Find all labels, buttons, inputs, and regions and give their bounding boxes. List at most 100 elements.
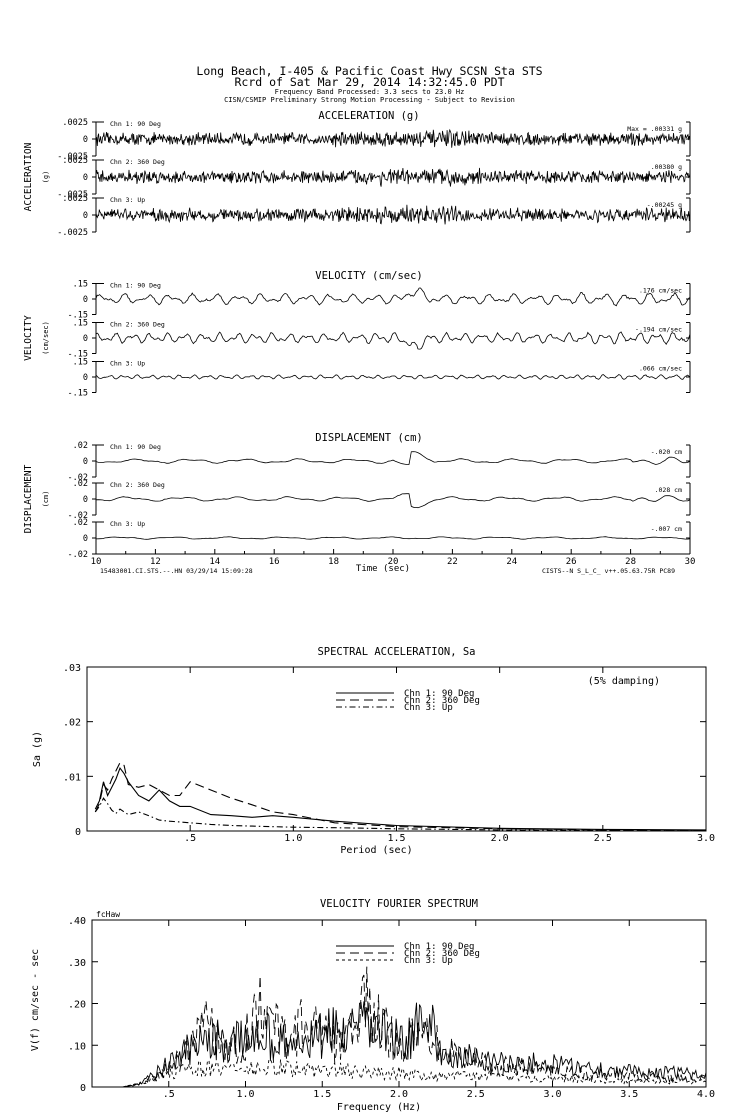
time-tick-label-6: 22 [447, 557, 458, 567]
ytick-label-1-1-1: 0 [83, 334, 88, 344]
spec-xtick-label-0-0: .5 [184, 833, 196, 844]
waveform-1-1 [95, 331, 691, 350]
time-tick-label-4: 18 [328, 557, 339, 567]
time-tick-label-7: 24 [506, 557, 517, 567]
time-tick-label-2: 14 [209, 557, 220, 567]
ytick-label-2-2-0: .02 [73, 518, 88, 528]
waveform-0-2 [95, 204, 691, 225]
band-title-1: VELOCITY (cm/sec) [315, 270, 422, 282]
spec-ytick-label-1-0: 0 [80, 1083, 86, 1094]
spec-ytick-label-0-1: .01 [63, 772, 81, 783]
header-line-2: Rcrd of Sat Mar 29, 2014 14:32:45.0 PDT [234, 75, 505, 89]
spec-xtick-label-0-3: 2.0 [491, 833, 509, 844]
ytick-label-0-2-1: 0 [83, 211, 88, 221]
spec-ytick-label-1-2: .20 [68, 1000, 86, 1011]
spec-xtick-label-1-6: 3.5 [620, 1089, 638, 1100]
legend-label-1-2: Chn 3: Up [404, 956, 453, 966]
band-yunit-1: (cm/sec) [42, 321, 50, 355]
footer-right: CISTS--N S_L_C_ v++.05.63.75R PC89 [542, 567, 675, 575]
band-title-0: ACCELERATION (g) [318, 110, 419, 122]
peak-value-1-2: .066 cm/sec [639, 365, 682, 373]
time-tick-label-5: 20 [388, 557, 399, 567]
band-yunit-0: (g) [42, 171, 50, 184]
channel-label-2-2: Chn 3: Up [110, 520, 145, 528]
spec-ytick-label-1-1: .10 [68, 1041, 86, 1052]
ytick-label-1-2-0: .15 [73, 358, 88, 368]
ytick-label-0-2-2: -.0025 [57, 228, 88, 238]
waveform-2-1 [95, 493, 691, 509]
spectrum-frame-1 [91, 919, 707, 1088]
ytick-label-1-0-2: -.15 [68, 311, 88, 321]
peak-value-2-1: .028 cm [655, 486, 682, 494]
ytick-label-0-1-2: -.0025 [57, 190, 88, 200]
legend-label-0-2: Chn 3: Up [404, 703, 453, 713]
peak-value-0-2: -.00245 g [647, 201, 682, 209]
spec-xtick-label-0-5: 3.0 [697, 833, 715, 844]
spec-xtick-label-1-1: 1.0 [236, 1089, 254, 1100]
ytick-label-1-0-1: 0 [83, 295, 88, 305]
peak-value-0-1: .00380 g [651, 163, 682, 171]
band-ylabel-1: VELOCITY [23, 315, 34, 361]
ytick-label-2-0-0: .02 [73, 441, 88, 451]
ytick-label-2-0-1: 0 [83, 457, 88, 467]
sa-series-1 [94, 761, 707, 832]
header-line-3: Frequency Band Processed: 3.3 secs to 23… [274, 88, 465, 96]
channel-label-2-1: Chn 2: 360 Deg [110, 481, 165, 489]
waveform-1-0 [95, 287, 691, 307]
time-tick-label-1: 12 [150, 557, 161, 567]
channel-label-0-0: Chn 1: 90 Deg [110, 120, 161, 128]
spec-xtick-label-1-7: 4.0 [697, 1089, 715, 1100]
spectrum-title-1: VELOCITY FOURIER SPECTRUM [320, 898, 478, 910]
spectrum-ylabel-0: Sa (g) [32, 731, 43, 767]
sa-series-2 [94, 797, 706, 832]
ytick-label-2-1-0: .02 [73, 479, 88, 489]
spectrum-corner-label: fcHaw [96, 910, 120, 919]
waveform-2-0 [95, 451, 691, 465]
legend-label-0-1: Chn 2: 360 Deg [404, 696, 480, 706]
footer-left: 15483001.CI.STS.--.HN 03/29/14 15:09:28 [100, 567, 253, 575]
spectrum-xlabel-1: Frequency (Hz) [337, 1102, 421, 1113]
ytick-label-1-1-2: -.15 [68, 350, 88, 360]
spec-xtick-label-1-2: 1.5 [313, 1089, 331, 1100]
peak-value-1-0: .176 cm/sec [639, 287, 682, 295]
band-title-2: DISPLACEMENT (cm) [315, 432, 422, 444]
time-tick-label-0: 10 [91, 557, 102, 567]
fourier-series-1 [92, 966, 707, 1088]
spec-ytick-label-0-3: .03 [63, 663, 81, 674]
spec-xtick-label-1-0: .5 [163, 1089, 175, 1100]
header-line-1: Long Beach, I-405 & Pacific Coast Hwy SC… [196, 64, 543, 78]
spectrum-xlabel-0: Period (sec) [340, 845, 412, 856]
fourier-series-0 [92, 1001, 707, 1088]
legend-label-0-0: Chn 1: 90 Deg [404, 689, 474, 699]
waveform-2-2 [95, 536, 691, 540]
spec-xtick-label-1-3: 2.0 [390, 1089, 408, 1100]
spec-xtick-label-1-4: 2.5 [467, 1089, 485, 1100]
spec-ytick-label-1-4: .40 [68, 916, 86, 927]
spec-xtick-label-1-5: 3.0 [543, 1089, 561, 1100]
peak-value-1-1: -.194 cm/sec [635, 326, 682, 334]
channel-label-0-2: Chn 3: Up [110, 196, 145, 204]
ytick-label-2-0-2: -.02 [68, 473, 88, 483]
ytick-label-2-1-1: 0 [83, 495, 88, 505]
ytick-label-1-2-1: 0 [83, 373, 88, 383]
channel-label-2-0: Chn 1: 90 Deg [110, 443, 161, 451]
channel-label-1-0: Chn 1: 90 Deg [110, 282, 161, 290]
ytick-label-0-0-1: 0 [83, 135, 88, 145]
ytick-label-0-2-0: .0025 [62, 194, 88, 204]
ytick-label-0-0-0: .0025 [62, 118, 88, 128]
ytick-label-2-1-2: -.02 [68, 511, 88, 521]
time-tick-label-8: 26 [566, 557, 577, 567]
band-yunit-2: (cm) [42, 491, 50, 508]
time-tick-label-3: 16 [269, 557, 280, 567]
legend-label-1-0: Chn 1: 90 Deg [404, 942, 474, 952]
channel-label-1-2: Chn 3: Up [110, 360, 145, 368]
spec-xtick-label-0-2: 1.5 [387, 833, 405, 844]
ytick-label-2-2-1: 0 [83, 534, 88, 544]
band-ylabel-0: ACCELERATION [23, 142, 34, 211]
ytick-label-1-1-0: .15 [73, 319, 88, 329]
spectrum-title-0: SPECTRAL ACCELERATION, Sa [317, 646, 475, 658]
time-tick-label-9: 28 [625, 557, 636, 567]
header-line-4: CISN/CSMIP Preliminary Strong Motion Pro… [224, 96, 515, 104]
peak-value-0-0: Max = .00331 g [627, 125, 682, 133]
